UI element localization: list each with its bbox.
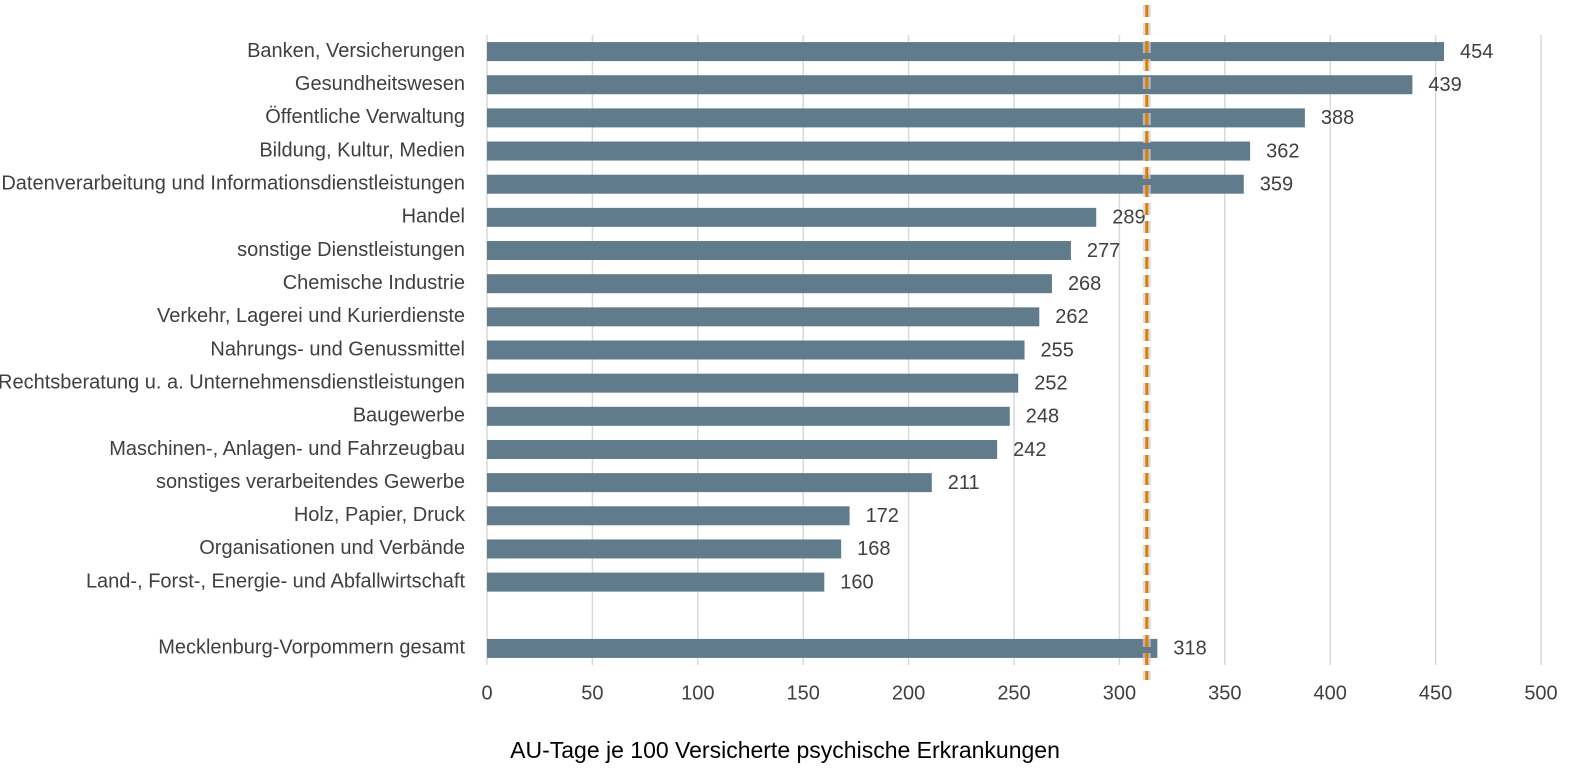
value-label: 388: [1321, 107, 1354, 129]
value-label: 262: [1055, 306, 1088, 328]
y-tick-label: Datenverarbeitung und Informationsdienst…: [1, 172, 465, 194]
x-tick-label: 0: [481, 682, 492, 704]
y-tick-label: Holz, Papier, Druck: [294, 504, 466, 526]
x-tick-label: 400: [1314, 682, 1347, 704]
value-label: 168: [857, 538, 890, 560]
value-label: 252: [1034, 372, 1067, 394]
y-tick-label: Land-, Forst-, Energie- und Abfallwirtsc…: [86, 570, 466, 592]
x-tick-label: 200: [892, 682, 925, 704]
x-tick-label: 450: [1419, 682, 1452, 704]
value-label: 211: [948, 472, 980, 494]
value-label: 289: [1112, 207, 1145, 229]
x-tick-label: 300: [1103, 682, 1136, 704]
x-tick-label: 250: [997, 682, 1030, 704]
y-tick-label: Verkehr, Lagerei und Kurierdienste: [157, 305, 465, 327]
y-tick-label: Chemische Industrie: [283, 272, 465, 294]
y-tick-label: Mecklenburg-Vorpommern gesamt: [158, 637, 465, 659]
bar: [487, 75, 1413, 95]
bar: [487, 473, 932, 493]
value-label: 454: [1460, 41, 1493, 63]
bar: [487, 638, 1158, 658]
bar: [487, 42, 1445, 62]
y-tick-label: Maschinen-, Anlagen- und Fahrzeugbau: [109, 438, 465, 460]
y-tick-label: Bildung, Kultur, Medien: [259, 139, 465, 161]
y-tick-label: Handel: [402, 206, 465, 228]
bar: [487, 506, 850, 526]
y-tick-label: Baugewerbe: [353, 405, 465, 427]
y-tick-label: Öffentliche Verwaltung: [265, 106, 465, 128]
value-label: 160: [840, 571, 873, 593]
y-tick-label: Organisationen und Verbände: [199, 537, 465, 559]
x-tick-label: 100: [681, 682, 714, 704]
value-label: 277: [1087, 240, 1120, 262]
value-label: 268: [1068, 273, 1101, 295]
x-tick-label: 50: [581, 682, 603, 704]
y-tick-label: Banken, Versicherungen: [247, 40, 465, 62]
bar: [487, 406, 1010, 426]
y-tick-label: sonstige Dienstleistungen: [237, 239, 465, 261]
value-label: 248: [1026, 406, 1059, 428]
value-label: 255: [1041, 339, 1074, 361]
value-label: 362: [1266, 140, 1299, 162]
value-label: 242: [1013, 439, 1046, 461]
bar: [487, 439, 998, 459]
bar: [487, 108, 1305, 128]
bar: [487, 207, 1097, 227]
value-label: 318: [1173, 638, 1206, 660]
x-tick-label: 500: [1524, 682, 1557, 704]
x-tick-label: 150: [787, 682, 820, 704]
value-label: 359: [1260, 173, 1293, 195]
y-tick-label: Nahrungs- und Genussmittel: [210, 338, 465, 360]
x-tick-label: 350: [1208, 682, 1241, 704]
bar: [487, 174, 1244, 194]
bar: [487, 241, 1071, 261]
x-axis-title: AU-Tage je 100 Versicherte psychische Er…: [510, 737, 1060, 763]
bar: [487, 141, 1251, 161]
bar: [487, 539, 842, 559]
y-tick-label: Rechtsberatung u. a. Unternehmensdienstl…: [0, 371, 465, 393]
y-tick-label: Gesundheitswesen: [295, 73, 465, 95]
bar: [487, 307, 1040, 327]
y-tick-label: sonstiges verarbeitendes Gewerbe: [156, 471, 465, 493]
value-label: 439: [1428, 74, 1461, 96]
value-label: 172: [866, 505, 899, 527]
bar: [487, 572, 825, 592]
bar: [487, 373, 1019, 393]
bar: [487, 340, 1025, 360]
bar: [487, 274, 1052, 294]
